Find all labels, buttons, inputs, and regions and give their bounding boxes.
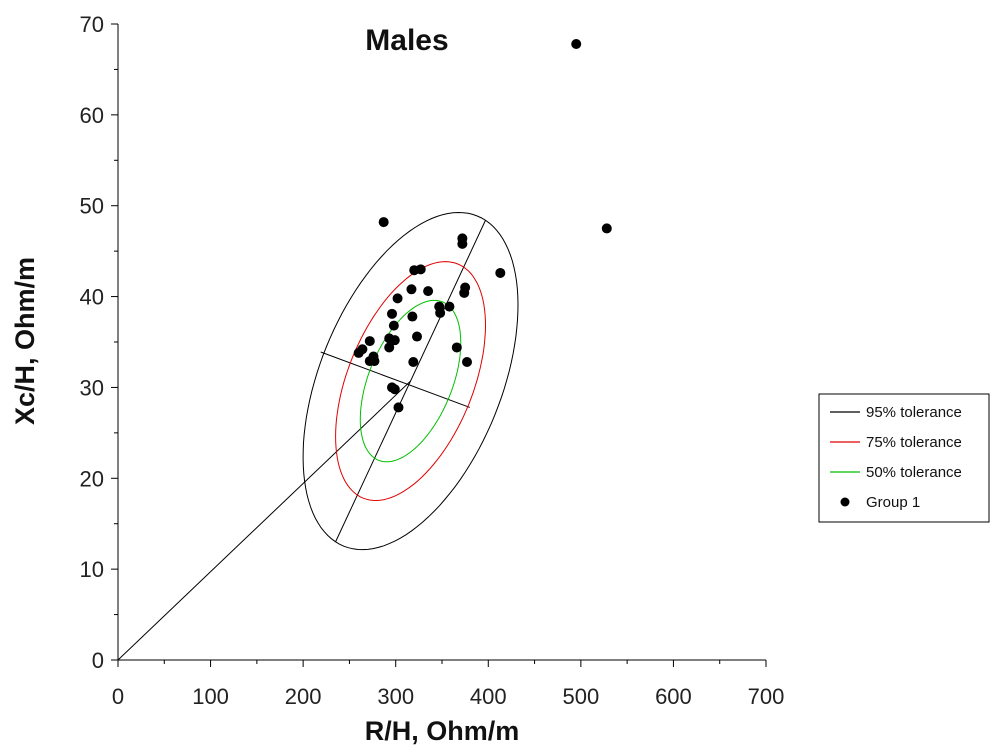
legend-label: 95% tolerance bbox=[866, 404, 962, 421]
tolerance-ellipse bbox=[335, 261, 487, 502]
data-point bbox=[364, 336, 375, 347]
axes: 0 100 200 300 400 500 600 700 0 10 20 30 40 50 60 70 bbox=[80, 12, 785, 709]
y-tick-label: 50 bbox=[80, 194, 104, 219]
data-point bbox=[571, 38, 582, 49]
x-tick-label: 300 bbox=[377, 684, 414, 709]
legend-label: Group 1 bbox=[866, 494, 920, 511]
legend-marker-swatch bbox=[840, 497, 850, 507]
reference-line bbox=[335, 220, 486, 543]
data-point bbox=[388, 320, 399, 331]
data-point bbox=[412, 331, 423, 342]
plot-area bbox=[117, 38, 612, 661]
chart-title: Males bbox=[365, 24, 448, 57]
x-tick-label: 700 bbox=[748, 684, 785, 709]
x-tick-label: 600 bbox=[655, 684, 692, 709]
data-point bbox=[384, 342, 395, 353]
reference-line bbox=[117, 380, 411, 661]
data-point bbox=[601, 223, 612, 234]
y-axis-title: Xc/H, Ohm/m bbox=[10, 257, 40, 425]
x-tick-label: 400 bbox=[470, 684, 507, 709]
data-point bbox=[415, 264, 426, 275]
data-point bbox=[369, 356, 380, 367]
data-point bbox=[423, 286, 434, 297]
x-axis-title: R/H, Ohm/m bbox=[365, 716, 520, 746]
data-point bbox=[451, 342, 462, 353]
legend: 95% tolerance 75% tolerance 50% tolerance G… bbox=[818, 393, 990, 523]
data-point bbox=[495, 267, 506, 278]
tolerance-ellipse bbox=[302, 211, 519, 551]
data-point bbox=[353, 347, 364, 358]
legend-label: 75% tolerance bbox=[866, 434, 962, 451]
y-tick-label: 10 bbox=[80, 557, 104, 582]
y-tick-label: 30 bbox=[80, 375, 104, 400]
data-point bbox=[435, 307, 446, 318]
x-tick-label: 500 bbox=[562, 684, 599, 709]
data-point bbox=[457, 238, 468, 249]
x-tick-label: 100 bbox=[192, 684, 229, 709]
data-point bbox=[461, 356, 472, 367]
y-tick-label: 0 bbox=[92, 648, 104, 673]
data-point bbox=[389, 335, 400, 346]
data-point bbox=[444, 301, 455, 312]
data-point bbox=[389, 384, 400, 395]
data-point bbox=[406, 284, 417, 295]
y-tick-label: 70 bbox=[80, 12, 104, 37]
data-point bbox=[378, 217, 389, 228]
data-point bbox=[407, 311, 418, 322]
x-tick-label: 0 bbox=[112, 684, 124, 709]
y-tick-label: 40 bbox=[80, 285, 104, 310]
data-point bbox=[392, 293, 403, 304]
legend-label: 50% tolerance bbox=[866, 464, 962, 481]
y-tick-label: 20 bbox=[80, 466, 104, 491]
data-point bbox=[459, 287, 470, 298]
data-point bbox=[393, 402, 404, 413]
reference-line bbox=[320, 351, 470, 408]
data-point bbox=[408, 356, 419, 367]
data-point bbox=[387, 308, 398, 319]
x-tick-label: 200 bbox=[285, 684, 322, 709]
y-tick-label: 60 bbox=[80, 103, 104, 128]
